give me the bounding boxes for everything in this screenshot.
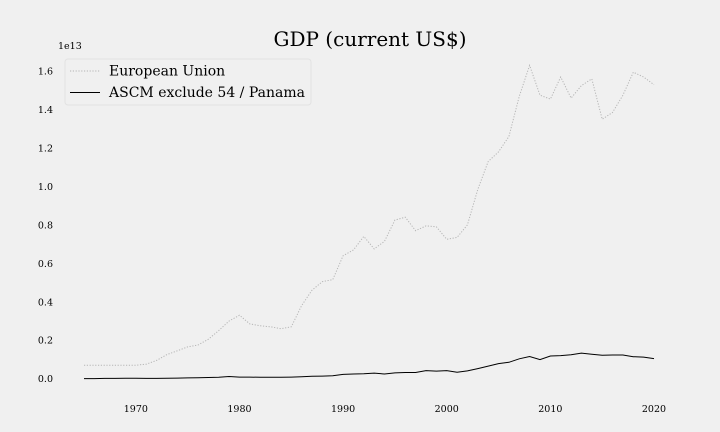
- x-tick-label: 2010: [538, 404, 562, 415]
- x-tick-label: 1990: [331, 404, 355, 415]
- y-tick-label: 0.2: [38, 336, 53, 347]
- legend-label-ascm-panama: ASCM exclude 54 / Panama: [108, 85, 305, 101]
- y-tick-label: 1.2: [38, 144, 53, 155]
- y-axis-ticks: 0.0 0.2 0.4 0.6 0.8 1.0 1.2 1.4 1.6: [38, 67, 53, 385]
- y-tick-label: 1.6: [38, 67, 53, 78]
- x-tick-label: 1980: [227, 404, 251, 415]
- legend: European Union ASCM exclude 54 / Panama: [64, 58, 312, 106]
- y-axis-offset-label: 1e13: [58, 41, 82, 52]
- y-tick-label: 0.0: [38, 374, 53, 385]
- series-line-0: [84, 63, 655, 366]
- chart-title: GDP (current US$): [273, 27, 466, 51]
- y-tick-label: 1.4: [38, 105, 53, 116]
- y-tick-label: 0.4: [38, 297, 53, 308]
- x-tick-label: 1970: [124, 404, 148, 415]
- series-line-1: [84, 352, 655, 380]
- y-tick-label: 0.8: [38, 220, 53, 231]
- y-tick-label: 1.0: [38, 182, 53, 193]
- legend-box: [64, 58, 312, 106]
- x-tick-label: 2000: [435, 404, 459, 415]
- legend-label-european-union: European Union: [109, 64, 225, 80]
- series-lines: [84, 63, 655, 380]
- x-tick-label: 2020: [642, 404, 666, 415]
- x-axis-ticks: 1970 1980 1990 2000 2010 2020: [124, 404, 666, 415]
- y-tick-label: 0.6: [38, 259, 53, 270]
